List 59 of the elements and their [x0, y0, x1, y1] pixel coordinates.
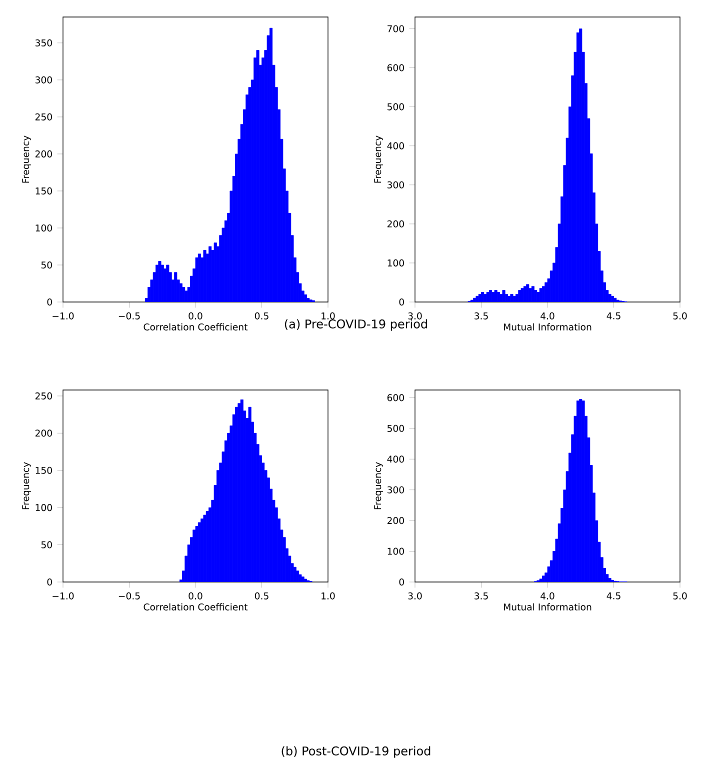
y-tick-label: 50	[41, 541, 52, 548]
y-tick-label: 500	[387, 424, 404, 432]
x-tick-label: 0.5	[254, 312, 268, 320]
y-tick-label: 250	[35, 113, 52, 120]
y-tick-label: 300	[35, 76, 52, 84]
x-tick-label: 4.5	[606, 592, 620, 600]
x-tick-label: −1.0	[52, 592, 74, 600]
x-tick-label: 1.0	[322, 592, 335, 600]
y-tick-label: 100	[388, 259, 404, 266]
x-tick-label: 1.0	[322, 312, 335, 320]
y-tick-label: 600	[387, 64, 404, 72]
y-tick-label: 0	[47, 578, 52, 586]
y-tick-label: 300	[387, 486, 404, 494]
x-tick-label: 5.0	[673, 312, 687, 320]
x-tick-label: 5.0	[673, 592, 687, 600]
x-tick-label: 3.0	[408, 592, 422, 600]
y-tick-label: 200	[387, 517, 404, 524]
y-tick-label: 200	[387, 220, 404, 228]
y-axis-title: Frequency	[374, 462, 383, 510]
x-tick-label: 4.5	[606, 312, 620, 320]
x-tick-label: 3.5	[474, 592, 488, 600]
y-tick-label: 200	[35, 430, 52, 437]
y-tick-label: 150	[36, 187, 52, 194]
y-tick-label: 700	[388, 25, 404, 32]
x-axis-title: Mutual Information	[504, 323, 592, 330]
x-tick-label: −0.5	[118, 312, 140, 320]
text: (a) Pre-COVID-19 period	[284, 319, 427, 331]
x-tick-label: 0.0	[188, 312, 202, 320]
x-tick-label: 3.5	[474, 312, 488, 320]
y-tick-label: 0	[47, 298, 52, 306]
y-tick-label: 200	[35, 150, 52, 158]
x-tick-label: −1.0	[52, 312, 74, 320]
y-tick-label: 250	[35, 392, 52, 400]
y-tick-label: 500	[387, 103, 404, 110]
y-tick-label: 350	[35, 39, 52, 46]
y-tick-label: 400	[387, 456, 404, 463]
y-tick-label: 50	[41, 261, 52, 269]
y-tick-label: 150	[36, 466, 52, 474]
x-tick-label: −0.5	[118, 592, 140, 600]
y-tick-label: 0	[399, 578, 404, 586]
y-tick-label: 600	[387, 394, 404, 402]
y-tick-label: 0	[399, 298, 404, 306]
x-tick-label: 4.0	[540, 312, 554, 320]
x-tick-label: 0.0	[188, 592, 202, 600]
y-axis-title: Frequency	[22, 462, 31, 510]
y-axis-title: Frequency	[374, 136, 383, 183]
y-tick-label: 100	[388, 548, 404, 555]
y-tick-label: 100	[36, 504, 52, 512]
x-axis-title: Correlation Coefficient	[144, 603, 248, 610]
x-tick-label: 4.0	[540, 592, 554, 600]
y-tick-label: 400	[387, 142, 404, 150]
y-axis-title: Frequency	[22, 136, 31, 183]
y-tick-label: 100	[36, 224, 52, 232]
y-tick-label: 300	[387, 181, 404, 188]
x-axis-title: Correlation Coefficient	[144, 323, 248, 330]
text: (b) Post-COVID-19 period	[282, 746, 430, 758]
x-axis-title: Mutual Information	[504, 603, 592, 610]
x-tick-label: 3.0	[408, 312, 422, 320]
x-tick-label: 0.5	[254, 592, 268, 600]
